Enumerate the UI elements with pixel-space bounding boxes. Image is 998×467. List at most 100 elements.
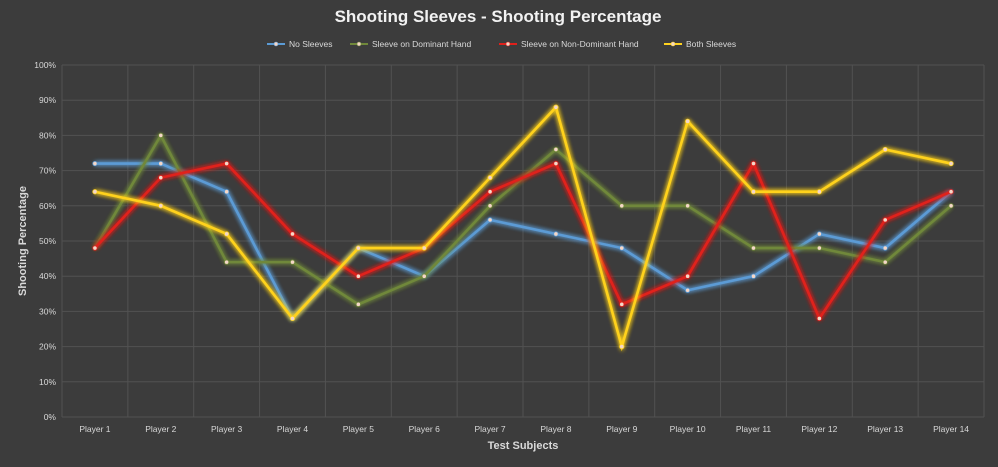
data-point [685,287,691,293]
legend-item: Both Sleeves [664,39,736,49]
data-point [355,245,361,251]
series-3 [92,160,954,322]
data-point [882,259,888,265]
legend-label: Sleeve on Non-Dominant Hand [521,39,639,49]
data-point [224,160,230,167]
x-tick-label: Player 1 [79,424,110,434]
legend-marker [273,41,279,47]
data-point [816,245,822,251]
data-point [882,146,888,153]
data-point [750,160,757,167]
y-tick-label: 70% [39,166,56,176]
y-tick-label: 90% [39,95,56,105]
data-point [421,273,427,279]
y-tick-label: 0% [44,412,57,422]
y-tick-label: 20% [39,342,56,352]
legend-item: No Sleeves [267,39,332,49]
legend-marker [356,41,362,47]
data-point [948,203,954,209]
data-point [487,203,493,209]
y-tick-label: 40% [39,271,56,281]
y-tick-label: 50% [39,236,56,246]
x-tick-label: Player 8 [540,424,571,434]
legend-label: No Sleeves [289,39,332,49]
x-tick-label: Player 6 [409,424,440,434]
data-point [355,301,361,307]
x-tick-label: Player 2 [145,424,176,434]
data-point [289,315,296,322]
series-4 [92,104,954,352]
x-axis-ticks: Player 1 Player 2 Player 3 Player 4 Player 5… [79,424,969,434]
data-point [553,146,559,153]
data-point [816,315,822,322]
data-point [882,217,888,223]
data-point [224,189,230,195]
series-group [92,104,954,352]
series-line [93,160,952,322]
data-point [685,118,691,124]
data-point [289,259,296,265]
y-tick-label: 100% [34,60,56,70]
data-point [619,301,625,307]
x-axis-title: Test Subjects [488,440,559,452]
data-point [158,160,164,167]
y-axis-ticks: 0% 10% 20% 30% 40% 50% 60% 70% 80% 90% 100% [34,60,56,422]
data-point [224,231,230,237]
data-point [619,203,625,209]
legend-label: Both Sleeves [686,39,736,49]
data-point [685,273,691,279]
data-point [553,231,559,237]
data-point [553,160,559,167]
y-tick-label: 80% [39,130,56,140]
legend: No Sleeves Sleeve on Dominant Hand Sleeve … [267,39,736,49]
data-point [553,104,559,110]
data-point [92,189,98,195]
data-point [487,189,493,195]
x-tick-label: Player 5 [343,424,374,434]
data-point [421,245,427,251]
y-tick-label: 60% [39,201,56,211]
data-point [158,175,164,181]
y-tick-label: 10% [39,377,56,387]
data-point [487,175,493,181]
data-point [685,203,691,209]
legend-marker [670,41,676,47]
data-point [158,132,164,138]
data-point [816,231,822,237]
x-tick-label: Player 3 [211,424,242,434]
legend-item: Sleeve on Non-Dominant Hand [499,39,639,49]
y-tick-label: 30% [39,306,56,316]
data-point [289,231,296,237]
gridlines [61,64,985,418]
data-point [158,203,164,209]
data-point [619,343,625,350]
data-point [92,245,98,251]
legend-label: Sleeve on Dominant Hand [372,39,472,49]
data-point [92,160,98,167]
x-tick-label: Player 13 [867,424,903,434]
data-point [750,245,757,251]
data-point [619,245,625,251]
x-tick-label: Player 7 [474,424,505,434]
series-line [94,162,952,321]
x-tick-label: Player 9 [606,424,637,434]
data-point [750,189,757,195]
chart-title: Shooting Sleeves - Shooting Percentage [335,7,662,26]
data-point [948,160,954,167]
data-point [224,259,230,265]
y-axis-title: Shooting Percentage [17,186,29,296]
data-point [750,273,757,279]
data-point [816,189,822,195]
x-tick-label: Player 12 [801,424,837,434]
legend-item: Sleeve on Dominant Hand [350,39,472,49]
series-line [94,104,952,352]
legend-marker [505,41,511,47]
data-point [355,273,361,279]
x-tick-label: Player 14 [933,424,969,434]
x-tick-label: Player 10 [670,424,706,434]
data-point [882,245,888,251]
x-tick-label: Player 11 [736,424,772,434]
data-point [487,217,493,223]
